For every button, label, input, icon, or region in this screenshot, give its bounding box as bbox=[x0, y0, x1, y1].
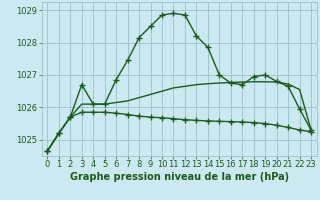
X-axis label: Graphe pression niveau de la mer (hPa): Graphe pression niveau de la mer (hPa) bbox=[70, 172, 289, 182]
